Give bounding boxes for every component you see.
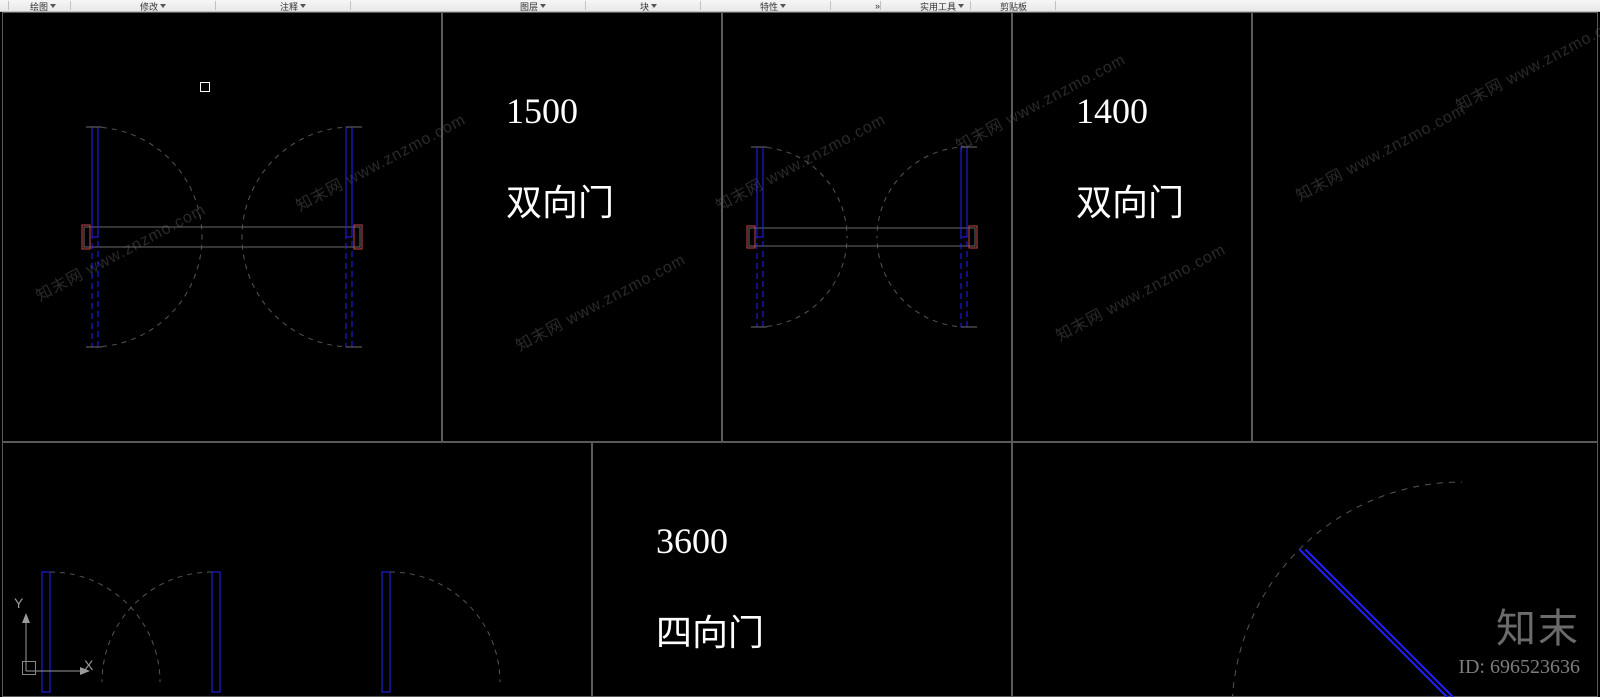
ribbon-separator — [700, 1, 701, 10]
ribbon-group[interactable]: » — [875, 0, 880, 12]
ribbon-bar: 绘图 修改 注释 图层 块 特性 » 实用工具 剪贴板 — [0, 0, 1600, 12]
ribbon-separator — [350, 1, 351, 10]
dim-value: 3600 — [656, 521, 728, 561]
chevron-down-icon — [300, 4, 306, 8]
ribbon-group[interactable]: 剪贴板 — [1000, 0, 1027, 12]
ribbon-group[interactable]: 绘图 — [30, 0, 56, 12]
dim-value: 1400 — [1076, 91, 1148, 131]
ucs-origin-box — [22, 661, 36, 675]
ribbon-separator — [830, 1, 831, 10]
chevron-down-icon — [651, 4, 657, 8]
ribbon-separator — [1055, 1, 1056, 10]
layout-cell — [722, 12, 1012, 442]
drawing-canvas[interactable]: 知末网 www.znzmo.com知末网 www.znzmo.com知末网 ww… — [2, 12, 1598, 697]
ucs-icon: Y X — [16, 613, 96, 679]
ribbon-separator — [880, 1, 881, 10]
block-label-3600: 3600 四向门 — [602, 472, 764, 697]
layout-cell — [1012, 442, 1598, 697]
ribbon-group[interactable]: 实用工具 — [920, 0, 964, 12]
layout-cell — [1252, 12, 1598, 442]
app-root: 绘图 修改 注释 图层 块 特性 » 实用工具 剪贴板 知末网 www.znzmo.com知末网… — [0, 0, 1600, 697]
dim-name: 双向门 — [1076, 183, 1184, 223]
ribbon-group[interactable]: 修改 — [140, 0, 166, 12]
ribbon-group[interactable]: 注释 — [280, 0, 306, 12]
ribbon-separator — [8, 1, 9, 10]
ribbon-separator — [585, 1, 586, 10]
ribbon-separator — [215, 1, 216, 10]
ucs-y-label: Y — [14, 595, 23, 611]
block-label-1400: 1400 双向门 — [1022, 42, 1184, 272]
ribbon-group[interactable]: 图层 — [520, 0, 546, 12]
ribbon-separator — [70, 1, 71, 10]
dim-value: 1500 — [506, 91, 578, 131]
chevron-down-icon — [50, 4, 56, 8]
layout-cell — [2, 12, 442, 442]
ucs-x-label: X — [84, 657, 93, 673]
crosshair-pickbox — [200, 82, 210, 92]
chevron-down-icon — [958, 4, 964, 8]
chevron-down-icon — [780, 4, 786, 8]
dim-name: 双向门 — [506, 183, 614, 223]
dim-name: 四向门 — [656, 613, 764, 653]
ribbon-separator — [970, 1, 971, 10]
chevron-down-icon — [160, 4, 166, 8]
ribbon-group[interactable]: 块 — [640, 0, 657, 12]
ribbon-group[interactable]: 特性 — [760, 0, 786, 12]
block-label-1500: 1500 双向门 — [452, 42, 614, 272]
chevron-down-icon — [540, 4, 546, 8]
